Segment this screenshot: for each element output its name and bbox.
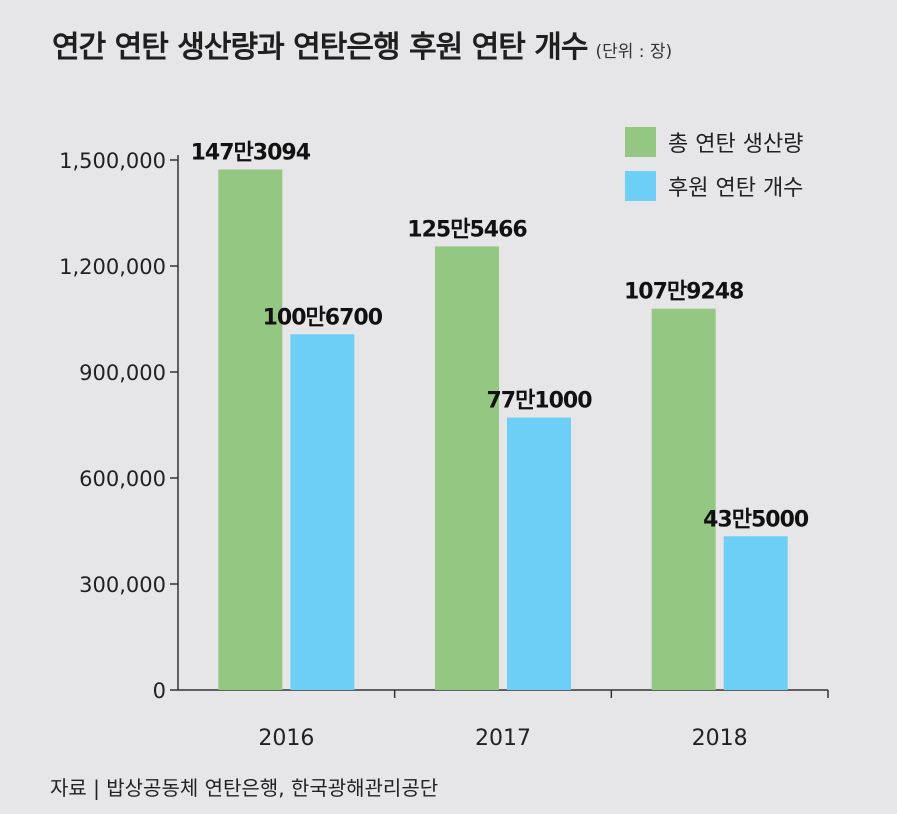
legend-swatch-donation (625, 171, 656, 201)
chart-title-row: 연간 연탄 생산량과 연탄은행 후원 연탄 개수 (단위 : 장) (52, 22, 672, 66)
bar (290, 334, 355, 690)
unit-label: (단위 : 장) (595, 42, 673, 62)
source-note: 자료 | 밥상공동체 연탄은행, 한국광해관리공단 (50, 776, 439, 800)
legend-label-production: 총 연탄 생산량 (668, 132, 804, 157)
bar (651, 308, 716, 690)
bar (507, 417, 571, 690)
bar (723, 536, 788, 690)
legend-item-donation: 후원 연탄 개수 (625, 164, 803, 208)
data-label: 100만6700 (263, 305, 383, 330)
legend-item-production: 총 연탄 생산량 (625, 120, 803, 164)
chart-title: 연간 연탄 생산량과 연탄은행 후원 연탄 개수 (52, 30, 588, 65)
y-tick-label: 1,200,000 (59, 255, 166, 279)
bar (218, 169, 283, 691)
data-label: 77만1000 (486, 389, 592, 414)
y-tick-label: 0 (153, 679, 166, 703)
y-tick-label: 300,000 (79, 573, 166, 597)
y-tick-label: 600,000 (79, 467, 166, 491)
y-tick-label: 1,500,000 (59, 149, 166, 173)
data-label: 125만5466 (407, 217, 527, 242)
x-tick-label: 2017 (475, 726, 531, 751)
legend-label-donation: 후원 연탄 개수 (668, 176, 804, 201)
legend: 총 연탄 생산량 후원 연탄 개수 (625, 120, 803, 208)
data-label: 107만9248 (624, 280, 743, 305)
bar (435, 246, 499, 690)
x-tick-label: 2016 (258, 726, 314, 751)
data-label: 43만5000 (703, 507, 809, 532)
data-label: 147만3094 (191, 141, 311, 166)
legend-swatch-production (625, 127, 656, 157)
y-tick-label: 900,000 (79, 361, 166, 385)
x-tick-label: 2018 (692, 726, 748, 751)
